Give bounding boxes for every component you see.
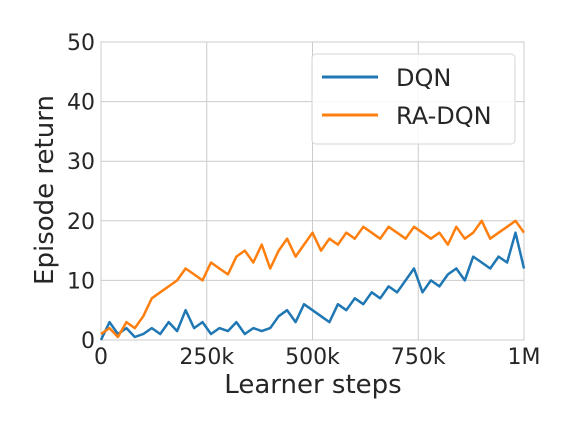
y-tick-label: 0	[81, 329, 95, 354]
y-axis-label: Episode return	[30, 95, 60, 285]
series-line-ra-dqn	[100, 219, 526, 339]
legend-dqn-label: DQN	[396, 64, 451, 92]
tick-labels: 0 250k 500k 750k 1M 0 10 20 30 40 50	[67, 31, 540, 370]
y-tick-label: 20	[67, 210, 95, 235]
x-axis-label: Learner steps	[224, 370, 401, 400]
y-tick-label: 30	[67, 150, 95, 175]
y-tick-label: 50	[67, 31, 95, 56]
series-line-dqn	[99, 231, 526, 341]
x-tick-label: 750k	[391, 345, 446, 370]
x-tick-label: 0	[94, 345, 108, 370]
x-tick-label: 1M	[508, 345, 541, 370]
series-lines	[99, 219, 526, 341]
y-tick-label: 40	[67, 91, 95, 116]
x-tick-label: 250k	[179, 345, 234, 370]
x-tick-label: 500k	[285, 345, 340, 370]
y-tick-label: 10	[67, 269, 95, 294]
legend-radqn-label: RA-DQN	[396, 102, 492, 130]
legend: DQN RA-DQN	[311, 53, 516, 145]
plot-frame	[100, 41, 525, 341]
